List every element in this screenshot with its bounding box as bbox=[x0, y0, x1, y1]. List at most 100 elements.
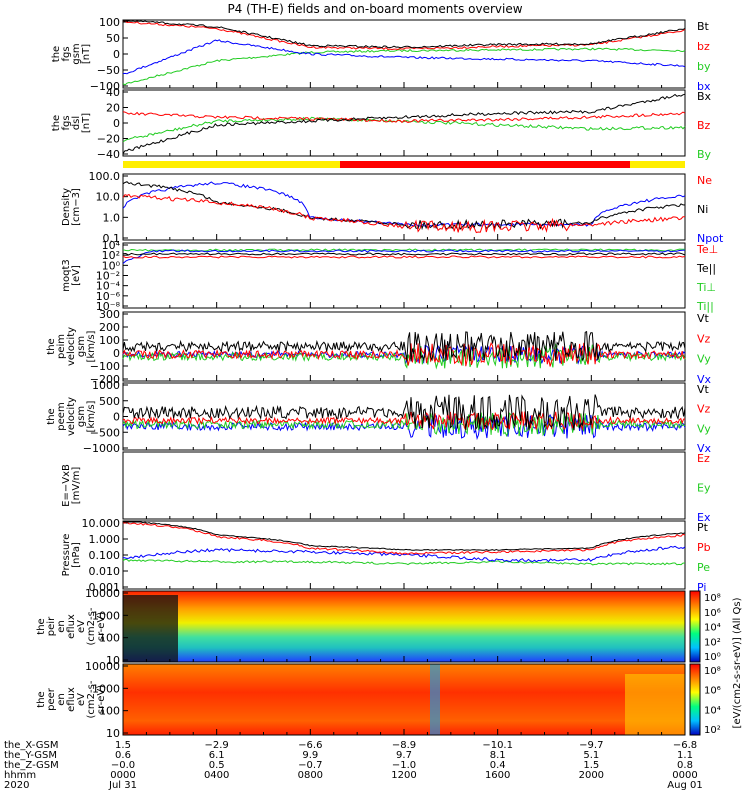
y-tick-label: 1.000 bbox=[89, 533, 121, 546]
legend-pi: Pi bbox=[697, 581, 706, 594]
x-axis-value: −2.9 bbox=[205, 740, 229, 751]
y-axis-label-line: the bbox=[46, 338, 57, 354]
panel-frame bbox=[122, 451, 686, 520]
legend-npot: Npot bbox=[697, 232, 724, 245]
legend-bx: Bx bbox=[697, 90, 712, 103]
colorbar-tick-label: 10⁸ bbox=[704, 593, 721, 604]
legend-ni: Ni bbox=[697, 203, 708, 216]
legend-vz: Vz bbox=[697, 332, 711, 345]
y-tick-label: 10⁴ bbox=[102, 239, 121, 252]
y-axis-label-line: fgs bbox=[61, 46, 72, 61]
x-axis-value: 0000 bbox=[672, 770, 697, 781]
x-axis-value: Jul 31 bbox=[108, 780, 137, 791]
panel-density: 100.0 10.0 1.0 0.1 Density [cm−3] Ne Ni Npot bbox=[61, 170, 724, 245]
y-tick-label: 10⁰ bbox=[102, 259, 121, 272]
y-axis-label-line: sr-eV) bbox=[96, 685, 107, 714]
y-axis-label-line: Density bbox=[61, 188, 72, 226]
panel-frame bbox=[122, 19, 686, 89]
legend-te: Te⊥ bbox=[696, 243, 718, 256]
y-tick-label: 100 bbox=[99, 705, 120, 718]
legend-bt: Bt bbox=[697, 20, 710, 33]
legend-ey: Ey bbox=[697, 482, 711, 495]
y-axis-label-line: [mV/m] bbox=[71, 467, 82, 505]
y-axis-label-line: gsm bbox=[76, 336, 87, 357]
y-axis-label: the peir en eflux eV (cm2-s-sr-eV) bbox=[36, 607, 107, 645]
y-axis-label-line: [cm−3] bbox=[71, 188, 82, 226]
colorbar-label: [eV/(cm2-s-sr-eV)] (All Qs) bbox=[732, 597, 743, 728]
y-axis-label-line: [km/s] bbox=[86, 330, 97, 362]
temperature-trace bbox=[122, 249, 686, 264]
y-axis-label-line: eV bbox=[76, 620, 87, 633]
y-axis-label: moqt3 [eV] bbox=[61, 259, 82, 292]
panel-fgs-dsl: 40 20 0 −20 −40 the fgs dsl [nT] Bx Bz By bbox=[51, 86, 712, 161]
y-axis-label-line: eV bbox=[76, 693, 87, 706]
x-axis-value: −9.7 bbox=[579, 740, 603, 751]
electron-spectrogram bbox=[123, 664, 685, 735]
legend-vt: Vt bbox=[697, 312, 710, 325]
x-axis-value: 0.8 bbox=[677, 760, 693, 771]
y-tick-label: 1000 bbox=[92, 682, 120, 695]
y-axis-label: the peer en eflux eV (cm2-s-sr-eV) bbox=[36, 680, 107, 718]
velocity-trace bbox=[122, 330, 686, 362]
series-pressure-pb bbox=[122, 521, 686, 556]
x-axis-value: 2000 bbox=[579, 770, 604, 781]
legend-ti: Ti|| bbox=[696, 300, 714, 313]
series-fgs-dsl-by bbox=[122, 116, 686, 143]
legend-vx: Vx bbox=[697, 442, 712, 455]
colorbar-tick-label: 10² bbox=[704, 637, 721, 648]
x-axis-value: −8.9 bbox=[392, 740, 416, 751]
colorbar-tick-label: 10⁶ bbox=[704, 686, 721, 697]
y-axis-label: Density [cm−3] bbox=[61, 188, 82, 226]
y-tick-label: 0 bbox=[113, 347, 120, 360]
y-axis-label-line: moqt3 bbox=[61, 259, 72, 292]
colorbar-tick-label: 10⁸ bbox=[704, 666, 721, 677]
x-axis-row-label: the_Y-GSM bbox=[4, 750, 57, 761]
x-axis-value: −1.0 bbox=[392, 760, 416, 771]
y-tick-label: 0.001 bbox=[89, 581, 121, 594]
electron-spectrogram-dip bbox=[430, 664, 440, 735]
y-tick-label: 1.0 bbox=[103, 211, 121, 224]
y-axis-label-line: sr-eV) bbox=[96, 612, 107, 641]
legend-pe: Pe bbox=[697, 561, 710, 574]
ion-spectrogram bbox=[123, 591, 685, 662]
legend-ne: Ne bbox=[697, 174, 712, 187]
y-tick-label: 20 bbox=[106, 102, 120, 115]
legend-bx: bx bbox=[697, 80, 711, 93]
panel-electron-velocity: 1000 500 0 −500 −1000 the peem velocity gsm [km/s… bbox=[46, 379, 712, 455]
temperature-trace bbox=[122, 255, 686, 259]
y-axis-label-line: peem bbox=[56, 402, 67, 430]
y-axis-label-line: velocity bbox=[66, 397, 77, 436]
y-axis-label-line: peer bbox=[46, 687, 57, 711]
series-fgs-dsl-bz bbox=[122, 111, 686, 124]
y-tick-label: 1000 bbox=[92, 379, 120, 392]
y-axis-label-line: gsm bbox=[71, 43, 82, 64]
y-tick-label: 10000 bbox=[85, 660, 120, 673]
velocity-trace bbox=[122, 394, 686, 431]
panel-frame bbox=[122, 173, 686, 241]
y-axis-label-line: [nPa] bbox=[71, 542, 82, 568]
y-axis-label-line: dsl bbox=[71, 116, 82, 130]
colorbar-tick-label: 10⁴ bbox=[704, 705, 721, 716]
y-axis-label-line: Pressure bbox=[61, 534, 72, 577]
y-tick-label: −100 bbox=[90, 360, 120, 373]
y-axis-label-line: [km/s] bbox=[86, 400, 97, 432]
y-tick-label: 10000 bbox=[85, 587, 120, 600]
y-tick-label: 100 bbox=[99, 334, 120, 347]
y-tick-label: 100 bbox=[99, 16, 120, 29]
y-tick-label: 10.000 bbox=[82, 517, 121, 530]
y-tick-label: 0 bbox=[113, 411, 120, 424]
x-axis-value: 1200 bbox=[391, 770, 416, 781]
y-axis-label: the peem velocity gsm [km/s] bbox=[46, 397, 97, 436]
legend-bz: bz bbox=[697, 40, 710, 53]
y-tick-label: −20 bbox=[97, 133, 120, 146]
y-tick-label: 10⁻⁸ bbox=[96, 300, 121, 313]
panel-electron-spec: 10000 1000 100 10 the peer en eflux eV (cm2-s-sr-… bbox=[36, 660, 686, 740]
legend-vx: Vx bbox=[697, 373, 712, 386]
y-tick-label: 1000 bbox=[92, 609, 120, 622]
electron-colorbar bbox=[689, 663, 701, 736]
x-axis-value: 8.1 bbox=[490, 750, 506, 761]
y-axis-label: the peim velocity gsm [km/s] bbox=[46, 327, 97, 366]
y-axis-label-line: velocity bbox=[66, 327, 77, 366]
